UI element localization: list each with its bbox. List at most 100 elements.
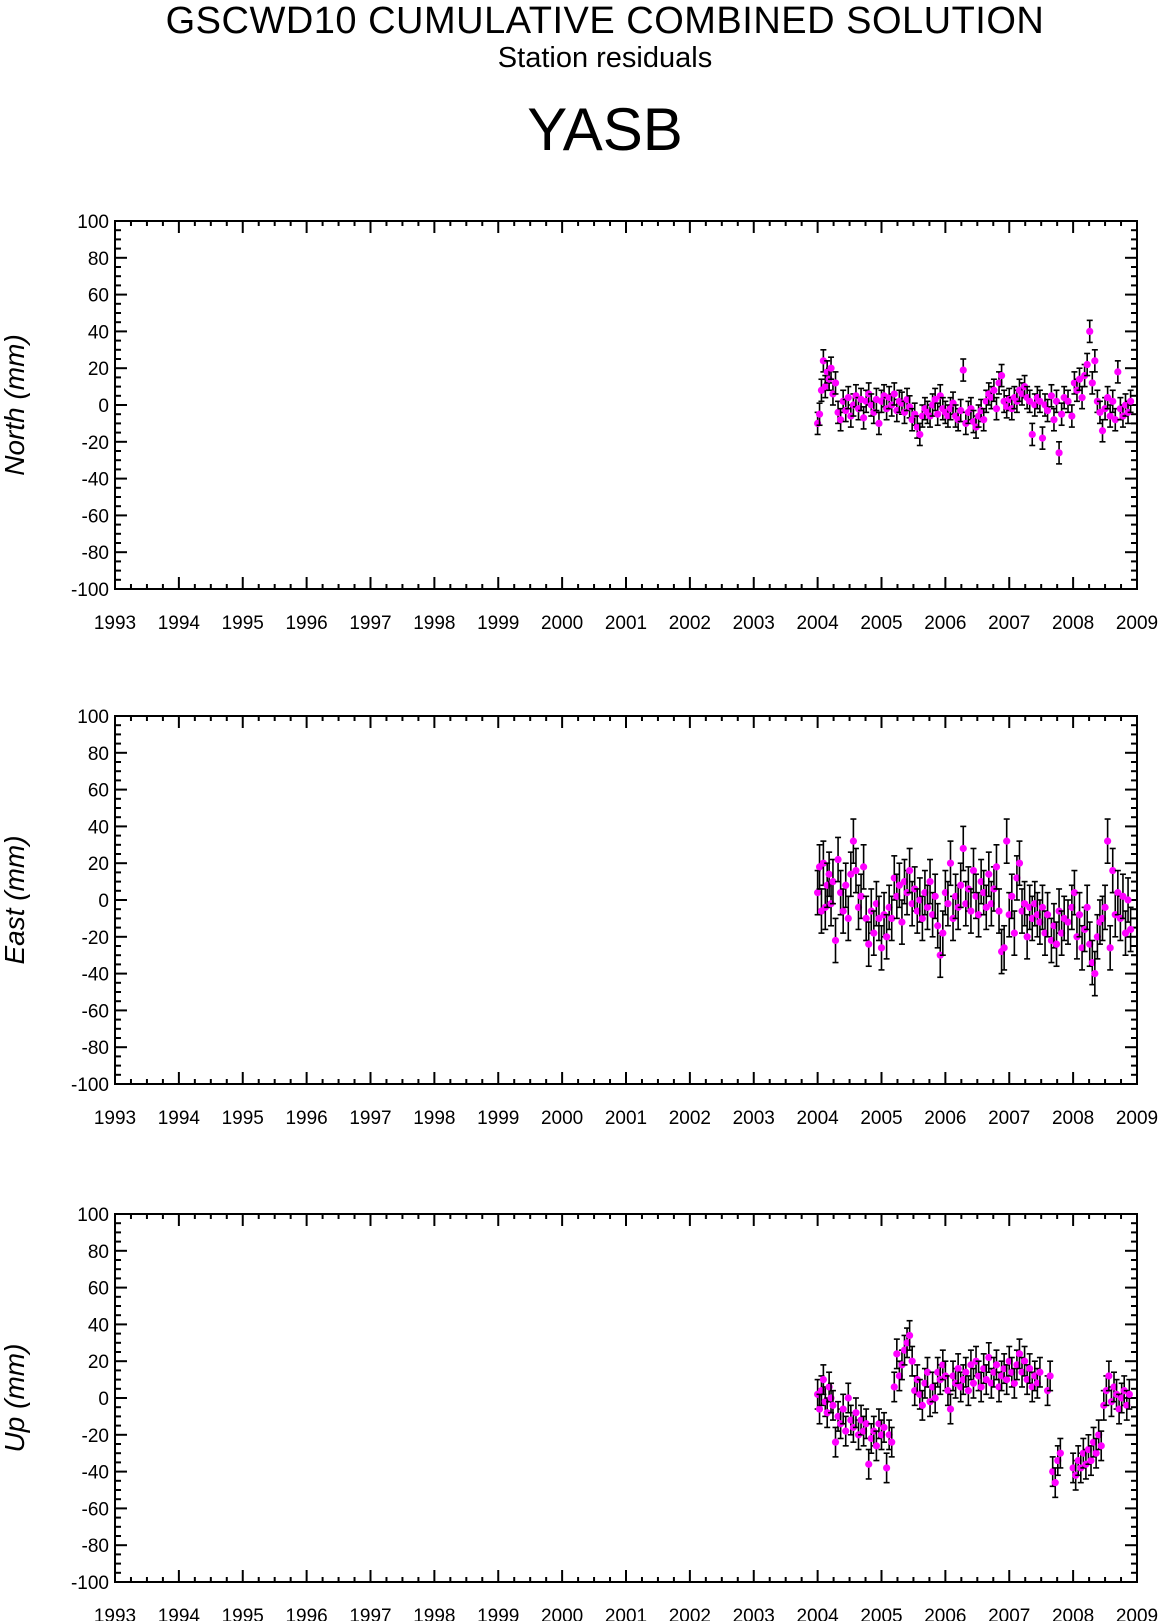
east-xtick-label: 2004 — [796, 1108, 839, 1129]
data-point — [1121, 910, 1130, 957]
up-xtick-label: 2002 — [669, 1606, 711, 1621]
data-point — [1010, 1367, 1018, 1399]
data-point — [982, 1364, 990, 1396]
north-ytick-label: 0 — [98, 396, 109, 417]
north-xtick-label: 1999 — [477, 613, 519, 634]
data-point — [944, 880, 952, 927]
data-point — [875, 895, 883, 942]
up-xtick-label: 2000 — [541, 1606, 583, 1621]
north-xtick-label: 1994 — [158, 613, 201, 634]
data-point — [1026, 389, 1034, 414]
data-point — [829, 858, 837, 905]
data-point — [890, 382, 898, 406]
data-point — [1026, 1353, 1034, 1385]
north-xtick-label: 1995 — [222, 613, 264, 634]
data-point — [831, 917, 840, 964]
up-ytick-label: -20 — [82, 1426, 109, 1447]
data-point — [1127, 906, 1135, 953]
data-point — [839, 1393, 847, 1425]
up-ytick-label: -60 — [82, 1499, 109, 1520]
east-xtick-label: 2000 — [541, 1108, 583, 1129]
data-point — [821, 374, 829, 399]
up-xtick-label: 1998 — [413, 1606, 455, 1621]
up-xtick-label: 1996 — [285, 1606, 327, 1621]
up-xtick-label: 2007 — [988, 1606, 1030, 1621]
data-point — [890, 1371, 898, 1403]
east-xtick-label: 2003 — [733, 1108, 775, 1129]
data-point — [1114, 360, 1122, 384]
north-xtick-label: 1996 — [285, 613, 327, 634]
up-ytick-label: 40 — [88, 1315, 109, 1336]
data-point — [926, 858, 934, 905]
data-point — [1068, 404, 1076, 428]
up-ytick-label: 20 — [88, 1352, 109, 1373]
north-ytick-label: 40 — [88, 322, 109, 343]
east-xtick-label: 2005 — [860, 1108, 902, 1129]
data-point — [967, 1349, 975, 1381]
north-xtick-label: 2008 — [1052, 613, 1094, 634]
east-xtick-label: 2002 — [669, 1108, 711, 1129]
data-point — [1038, 426, 1047, 450]
data-point — [992, 1349, 1001, 1381]
east-ytick-label: -20 — [82, 928, 109, 949]
north-ytick-label: 60 — [88, 286, 109, 307]
data-point — [1051, 1467, 1059, 1499]
data-point — [815, 402, 824, 427]
data-point — [959, 825, 967, 872]
data-point — [1028, 422, 1036, 447]
east-xtick-label: 1993 — [94, 1108, 136, 1129]
data-point — [1036, 389, 1044, 414]
east-xtick-label: 1996 — [285, 1108, 327, 1129]
east-ytick-label: -100 — [71, 1075, 109, 1096]
data-point — [877, 924, 886, 971]
up-xtick-label: 1994 — [158, 1606, 201, 1621]
north-xtick-label: 2001 — [605, 613, 647, 634]
data-point — [888, 895, 896, 942]
up-xtick-label: 1999 — [477, 1606, 519, 1621]
data-point — [1047, 383, 1056, 408]
up-xtick-label: 2003 — [733, 1606, 775, 1621]
data-point — [865, 921, 873, 968]
panel-north: 100 80 60 40 20 0 -20 -40 -60 -80 -100 1993 1994 1995… — [0, 212, 1158, 634]
data-point — [939, 910, 947, 957]
data-point — [1052, 389, 1061, 414]
up-xtick-label: 1995 — [222, 1606, 264, 1621]
data-point — [842, 862, 850, 909]
east-ytick-label: 20 — [88, 854, 109, 875]
up-ytick-label: -40 — [82, 1463, 109, 1484]
data-point — [923, 884, 932, 931]
north-xtick-label: 1997 — [349, 613, 391, 634]
data-point — [918, 895, 926, 942]
up-xtick-label: 2001 — [605, 1606, 647, 1621]
north-xtick-label: 2006 — [924, 613, 966, 634]
data-point — [1101, 884, 1109, 931]
north-ytick-label: -20 — [82, 433, 109, 454]
data-point — [1119, 873, 1127, 920]
data-point — [1043, 398, 1052, 423]
north-ytick-label: -80 — [82, 543, 109, 564]
up-xtick-label: 1993 — [94, 1606, 136, 1621]
east-ytick-label: -60 — [82, 1001, 109, 1022]
data-point — [880, 1411, 888, 1443]
data-point — [888, 1426, 896, 1458]
chart-subtitle: Station residuals — [497, 42, 713, 74]
north-plot-frame — [114, 220, 1138, 590]
north-xtick-label: 2003 — [733, 613, 775, 634]
data-point — [1086, 319, 1094, 344]
up-ytick-label: 100 — [77, 1205, 109, 1226]
data-point — [1058, 402, 1066, 427]
data-point — [875, 411, 883, 436]
north-series — [814, 319, 1135, 465]
data-point — [931, 1382, 939, 1414]
up-xtick-label: 2008 — [1052, 1606, 1094, 1621]
east-xtick-label: 1995 — [222, 1108, 264, 1129]
data-point — [834, 836, 842, 883]
data-point — [815, 1393, 824, 1425]
east-ytick-label: 80 — [88, 744, 109, 765]
data-point — [819, 1364, 827, 1396]
data-point — [946, 1393, 955, 1425]
data-point — [1096, 400, 1104, 425]
north-xtick-label: 2009 — [1116, 613, 1158, 634]
up-xtick-label: 2009 — [1116, 1606, 1158, 1621]
station-name: YASB — [527, 96, 683, 163]
